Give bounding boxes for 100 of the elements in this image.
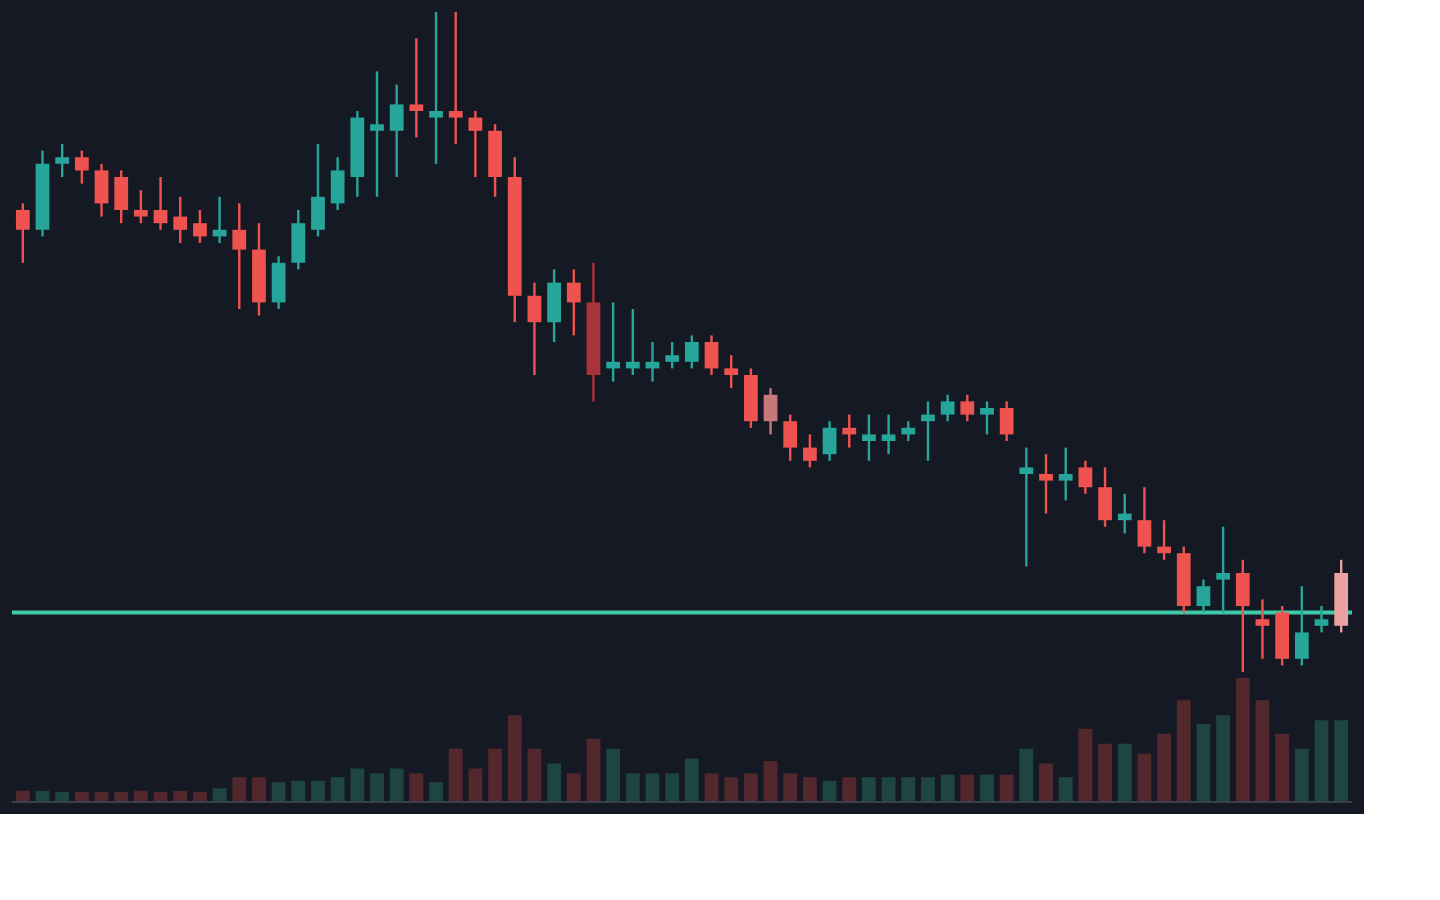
bar (409, 773, 424, 802)
bar (645, 773, 660, 802)
bar (212, 788, 227, 802)
bar (173, 790, 188, 802)
candlestick (1157, 519, 1171, 561)
bar (921, 777, 935, 802)
candlestick (743, 367, 758, 429)
bar (1176, 700, 1191, 802)
bar (783, 773, 798, 802)
candlestick (291, 208, 306, 271)
bar (999, 774, 1014, 802)
bar (134, 790, 148, 802)
candlestick (1196, 578, 1211, 614)
candlestick (1235, 558, 1250, 674)
candlestick (980, 400, 994, 436)
bar (743, 773, 758, 802)
candlestick (370, 70, 384, 198)
candlestick (566, 268, 581, 337)
bar (980, 774, 994, 802)
bar (350, 768, 365, 802)
bar (527, 748, 542, 802)
bar (1216, 715, 1230, 802)
bar (1078, 728, 1093, 802)
bar (311, 780, 325, 802)
bar (291, 780, 306, 802)
bar (488, 748, 502, 802)
candlestick (606, 301, 621, 383)
bar (763, 761, 778, 802)
candlestick (448, 10, 463, 146)
bar (1157, 733, 1171, 802)
candlestick (940, 393, 955, 423)
candlestick (429, 10, 443, 165)
candlestick (55, 142, 70, 179)
candlestick (389, 83, 404, 179)
candlestick (901, 420, 916, 443)
bar (822, 780, 837, 802)
candlestick (783, 413, 798, 462)
bar (429, 782, 443, 802)
candlestick (74, 149, 89, 185)
bar (606, 748, 621, 802)
candlestick (527, 281, 542, 377)
candlestick (1255, 598, 1270, 660)
candlestick (271, 255, 286, 311)
bar (330, 777, 345, 802)
candlestick (625, 307, 640, 377)
candlestick (803, 433, 817, 469)
bar (1255, 700, 1270, 802)
candlestick (94, 162, 109, 218)
bar (1019, 748, 1034, 802)
bar (1117, 743, 1132, 802)
bar (232, 777, 247, 802)
candlestick (1098, 466, 1112, 528)
bar (960, 774, 975, 802)
candlestick (311, 142, 325, 238)
bar (724, 777, 739, 802)
bar (586, 738, 601, 802)
bar (1039, 763, 1053, 802)
candlestick (842, 413, 857, 449)
candlestick (232, 202, 247, 311)
candlestick (173, 195, 188, 245)
candlestick (1216, 525, 1230, 614)
bar (940, 774, 955, 802)
candlestick (1294, 585, 1309, 667)
candlestick (665, 340, 680, 370)
candlestick (1314, 604, 1329, 634)
bar (468, 768, 483, 802)
bar (881, 777, 896, 802)
candlestick (724, 354, 739, 390)
candlestick (862, 413, 876, 462)
bar (114, 792, 129, 802)
candlestick (1078, 459, 1093, 495)
candlestick (15, 202, 30, 264)
candlestick (1058, 446, 1073, 502)
candlestick (1117, 492, 1132, 535)
bar (803, 777, 817, 802)
bar (862, 777, 876, 802)
candlestick (1137, 486, 1152, 555)
candlestick (1019, 446, 1034, 568)
bar (684, 758, 699, 802)
bar (566, 773, 581, 802)
candlestick (704, 334, 719, 377)
bar (842, 777, 857, 802)
bar (15, 790, 30, 802)
bar (507, 715, 522, 802)
bar (1058, 777, 1073, 802)
bar (252, 777, 266, 802)
bar (1098, 743, 1112, 802)
candlestick (409, 37, 424, 139)
candlestick (114, 169, 129, 225)
bar (193, 792, 207, 802)
candlestick (921, 400, 935, 462)
bar (665, 773, 680, 802)
bar (370, 773, 384, 802)
candlestick (330, 156, 345, 212)
candlestick (822, 420, 837, 462)
candlestick (547, 268, 561, 344)
bar (1334, 720, 1349, 802)
candlestick (763, 387, 778, 436)
candlestick (488, 123, 502, 198)
bar (1314, 720, 1329, 802)
